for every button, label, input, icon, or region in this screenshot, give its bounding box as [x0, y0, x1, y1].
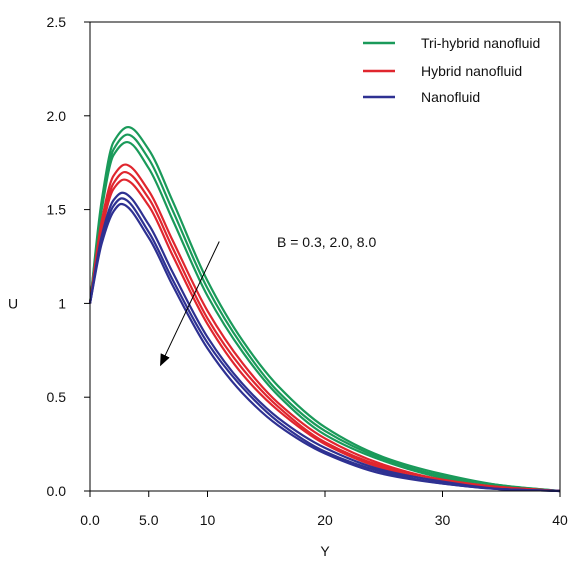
y-tick-label: 2.0	[47, 108, 67, 124]
x-tick-label: 5.0	[139, 512, 159, 528]
legend-label: Hybrid nanofluid	[421, 63, 522, 79]
annotation-arrow	[160, 241, 220, 367]
series-line-tri-hybrid-nanofluid-2	[88, 133, 561, 493]
legend-label: Tri-hybrid nanofluid	[421, 35, 540, 51]
series-line-nanofluid-3	[88, 202, 561, 493]
ticks-layer: 0.0 5.0 10 20 30 40 0.0 0.5 1 1.5 2.0 2.5	[47, 14, 568, 528]
y-tick-label: 1.5	[47, 202, 67, 218]
series-line-tri-hybrid-nanofluid-3	[88, 140, 561, 493]
x-tick-label: 40	[552, 512, 568, 528]
y-axis-title: U	[8, 295, 18, 311]
series-line-hybrid-nanofluid-3	[88, 178, 561, 493]
y-tick-label: 2.5	[47, 14, 67, 30]
series-line-hybrid-nanofluid-2	[88, 170, 561, 493]
annotation-label: B = 0.3, 2.0, 8.0	[277, 234, 376, 250]
legend-label: Nanofluid	[421, 89, 480, 105]
series-line-tri-hybrid-nanofluid-1	[88, 125, 561, 493]
y-tick-label: 1	[58, 295, 66, 311]
y-tick-label: 0.0	[47, 483, 67, 499]
series-line-nanofluid-1	[88, 191, 561, 493]
annotation: B = 0.3, 2.0, 8.0	[160, 234, 376, 367]
x-tick-label: 0.0	[80, 512, 100, 528]
series-layer	[88, 125, 561, 493]
legend: Tri-hybrid nanofluid Hybrid nanofluid Nano…	[363, 35, 540, 105]
x-axis-title: Y	[320, 543, 330, 559]
y-tick-label: 0.5	[47, 389, 67, 405]
x-tick-label: 30	[435, 512, 451, 528]
x-tick-label: 10	[200, 512, 216, 528]
x-tick-label: 20	[317, 512, 333, 528]
